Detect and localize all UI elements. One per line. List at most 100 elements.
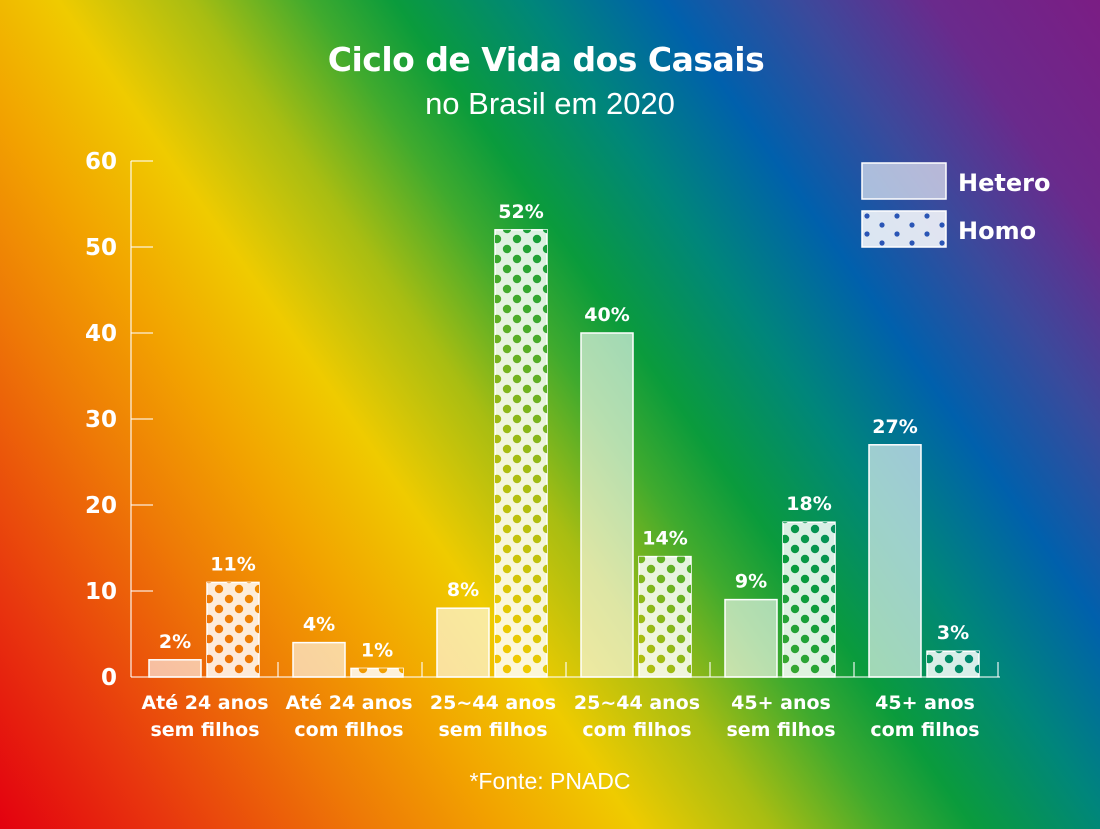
category-label-line1: 45+ anos [875,692,975,714]
pattern-dot [495,634,502,644]
pattern-dot [522,229,532,234]
value-label: 11% [210,553,255,575]
pattern-dot [349,655,357,663]
pattern-dot [512,414,522,424]
pattern-dot [234,624,244,634]
pattern-dot [975,651,979,654]
pattern-dot [207,634,214,644]
legend-swatch-hetero [861,162,947,200]
pattern-dot [542,424,547,434]
pattern-dot [656,654,666,664]
pattern-dot [800,594,810,604]
dot-pattern [349,655,403,674]
category-label-line2: com filhos [870,719,979,741]
pattern-dot [512,514,522,524]
pattern-dot [214,604,224,614]
pattern-dot [532,334,542,344]
pattern-dot [532,434,542,444]
pattern-dot [522,464,532,474]
pattern-dot [810,524,820,534]
pattern-dot [522,444,532,454]
pattern-dot [800,634,810,644]
dot-pattern [495,229,547,674]
y-axis: 0 10 20 30 40 50 60 [85,149,1000,691]
pattern-dot [686,584,691,594]
pattern-dot [522,364,532,374]
category-label-line1: 25~44 anos [430,692,556,714]
category-label-line2: sem filhos [150,719,259,741]
pattern-dot [495,494,502,504]
pattern-dot [502,604,512,614]
bar-hetero [580,332,634,678]
pattern-dot [512,234,522,244]
dot-pattern [927,651,979,674]
pattern-dot [522,524,532,534]
pattern-dot [512,614,522,624]
dot-pattern [639,556,691,674]
bar-hetero [724,598,778,678]
y-tick-label: 0 [101,665,117,691]
pattern-dot [502,584,512,594]
pattern-dot [522,604,532,614]
pattern-dot [686,564,691,574]
pattern-dot [783,554,790,564]
pattern-dot [974,664,979,674]
pattern-dot [924,231,930,237]
pattern-dot [954,664,964,674]
pattern-dot [495,454,502,464]
pattern-dot [646,644,656,654]
pattern-dot [495,594,502,604]
pattern-dot [639,654,646,664]
legend-label-hetero: Hetero [958,169,1050,197]
pattern-dot [542,384,547,394]
pattern-dot [502,364,512,374]
pattern-dot [502,524,512,534]
value-label: 27% [872,416,917,438]
pattern-dot [495,654,502,664]
value-label: 9% [735,571,767,593]
pattern-dot [783,522,788,524]
pattern-dot [532,274,542,284]
pattern-dot [522,324,532,334]
pattern-dot [532,534,542,544]
category-label-line1: Até 24 anos [141,692,268,714]
pattern-dot [927,654,934,664]
pattern-dot [234,664,244,674]
pattern-dot [666,624,676,634]
y-tick-label: 30 [85,407,117,433]
source-note: *Fonte: PNADC [469,768,631,794]
legend: Hetero Homo [861,162,1050,248]
pattern-dot [224,594,234,604]
pattern-dot [495,414,502,424]
pattern-dot [532,294,542,304]
pattern-dot [542,524,547,534]
pattern-dot [894,213,900,219]
pattern-dot [542,444,547,454]
pattern-dot [502,264,512,274]
pattern-dot [532,474,542,484]
pattern-dot [790,664,800,674]
pattern-dot [502,464,512,474]
pattern-dot [207,654,214,664]
pattern-dot [502,344,512,354]
pattern-dot [676,634,686,644]
category-label-line2: sem filhos [438,719,547,741]
pattern-dot [244,634,254,644]
pattern-dot [686,624,691,634]
pattern-dot [512,634,522,644]
pattern-dot [820,534,830,544]
pattern-dot [532,354,542,364]
value-label: 2% [159,631,191,653]
pattern-dot [830,524,835,534]
pattern-dot [495,274,502,284]
pattern-dot [512,434,522,444]
pattern-dot [207,594,214,604]
pattern-dot [502,544,512,554]
pattern-dot [879,240,885,246]
y-tick-label: 50 [85,235,117,261]
pattern-dot [532,314,542,324]
pattern-dot [214,644,224,654]
pattern-dot [224,654,234,664]
pattern-dot [542,404,547,414]
